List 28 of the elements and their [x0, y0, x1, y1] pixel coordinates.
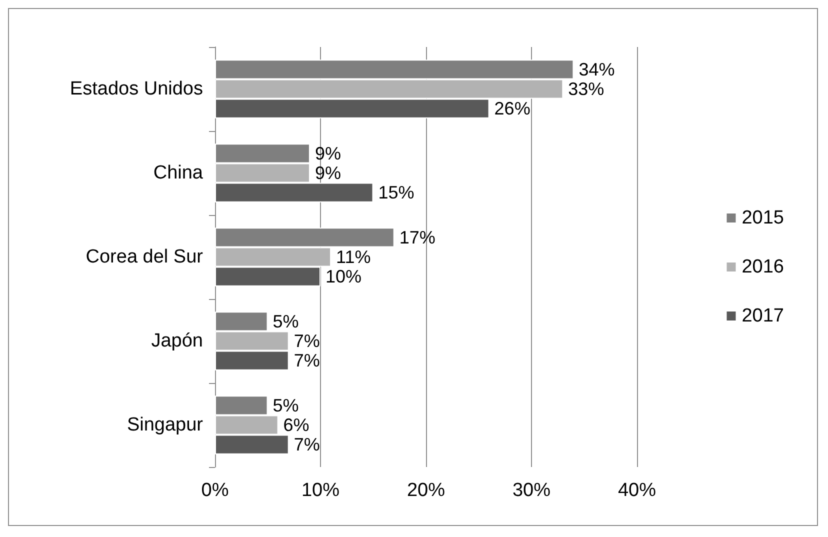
- data-label: 15%: [378, 182, 414, 203]
- data-label: 10%: [326, 266, 362, 287]
- data-label: 5%: [272, 311, 299, 332]
- data-label: 5%: [272, 395, 299, 416]
- y-tick-label: Japón: [151, 330, 203, 352]
- y-tick-label: China: [153, 162, 204, 184]
- y-tick-label: Estados Unidos: [70, 78, 203, 100]
- legend-label: 2016: [742, 256, 784, 278]
- data-label: 7%: [294, 434, 320, 455]
- data-label: 7%: [294, 350, 320, 371]
- x-tick-label: 10%: [301, 480, 340, 501]
- data-label: 7%: [294, 331, 320, 351]
- data-label: 26%: [494, 98, 530, 119]
- data-label: 17%: [399, 227, 436, 248]
- data-label: 9%: [314, 143, 341, 164]
- legend-label: 2015: [742, 208, 784, 228]
- x-tick-label: 0%: [201, 480, 229, 501]
- data-label: 9%: [314, 163, 341, 183]
- y-tick-label: Corea del Sur: [86, 246, 204, 268]
- y-tick-label: Singapur: [126, 414, 204, 436]
- data-label: 34%: [578, 59, 615, 80]
- x-tick-label: 40%: [618, 480, 656, 501]
- x-tick-label: 20%: [406, 480, 446, 501]
- data-label: 33%: [568, 79, 604, 99]
- x-tick-label: 30%: [512, 480, 551, 501]
- data-label: 11%: [336, 247, 371, 267]
- legend-label: 2017: [742, 306, 784, 326]
- data-label: 6%: [283, 415, 310, 435]
